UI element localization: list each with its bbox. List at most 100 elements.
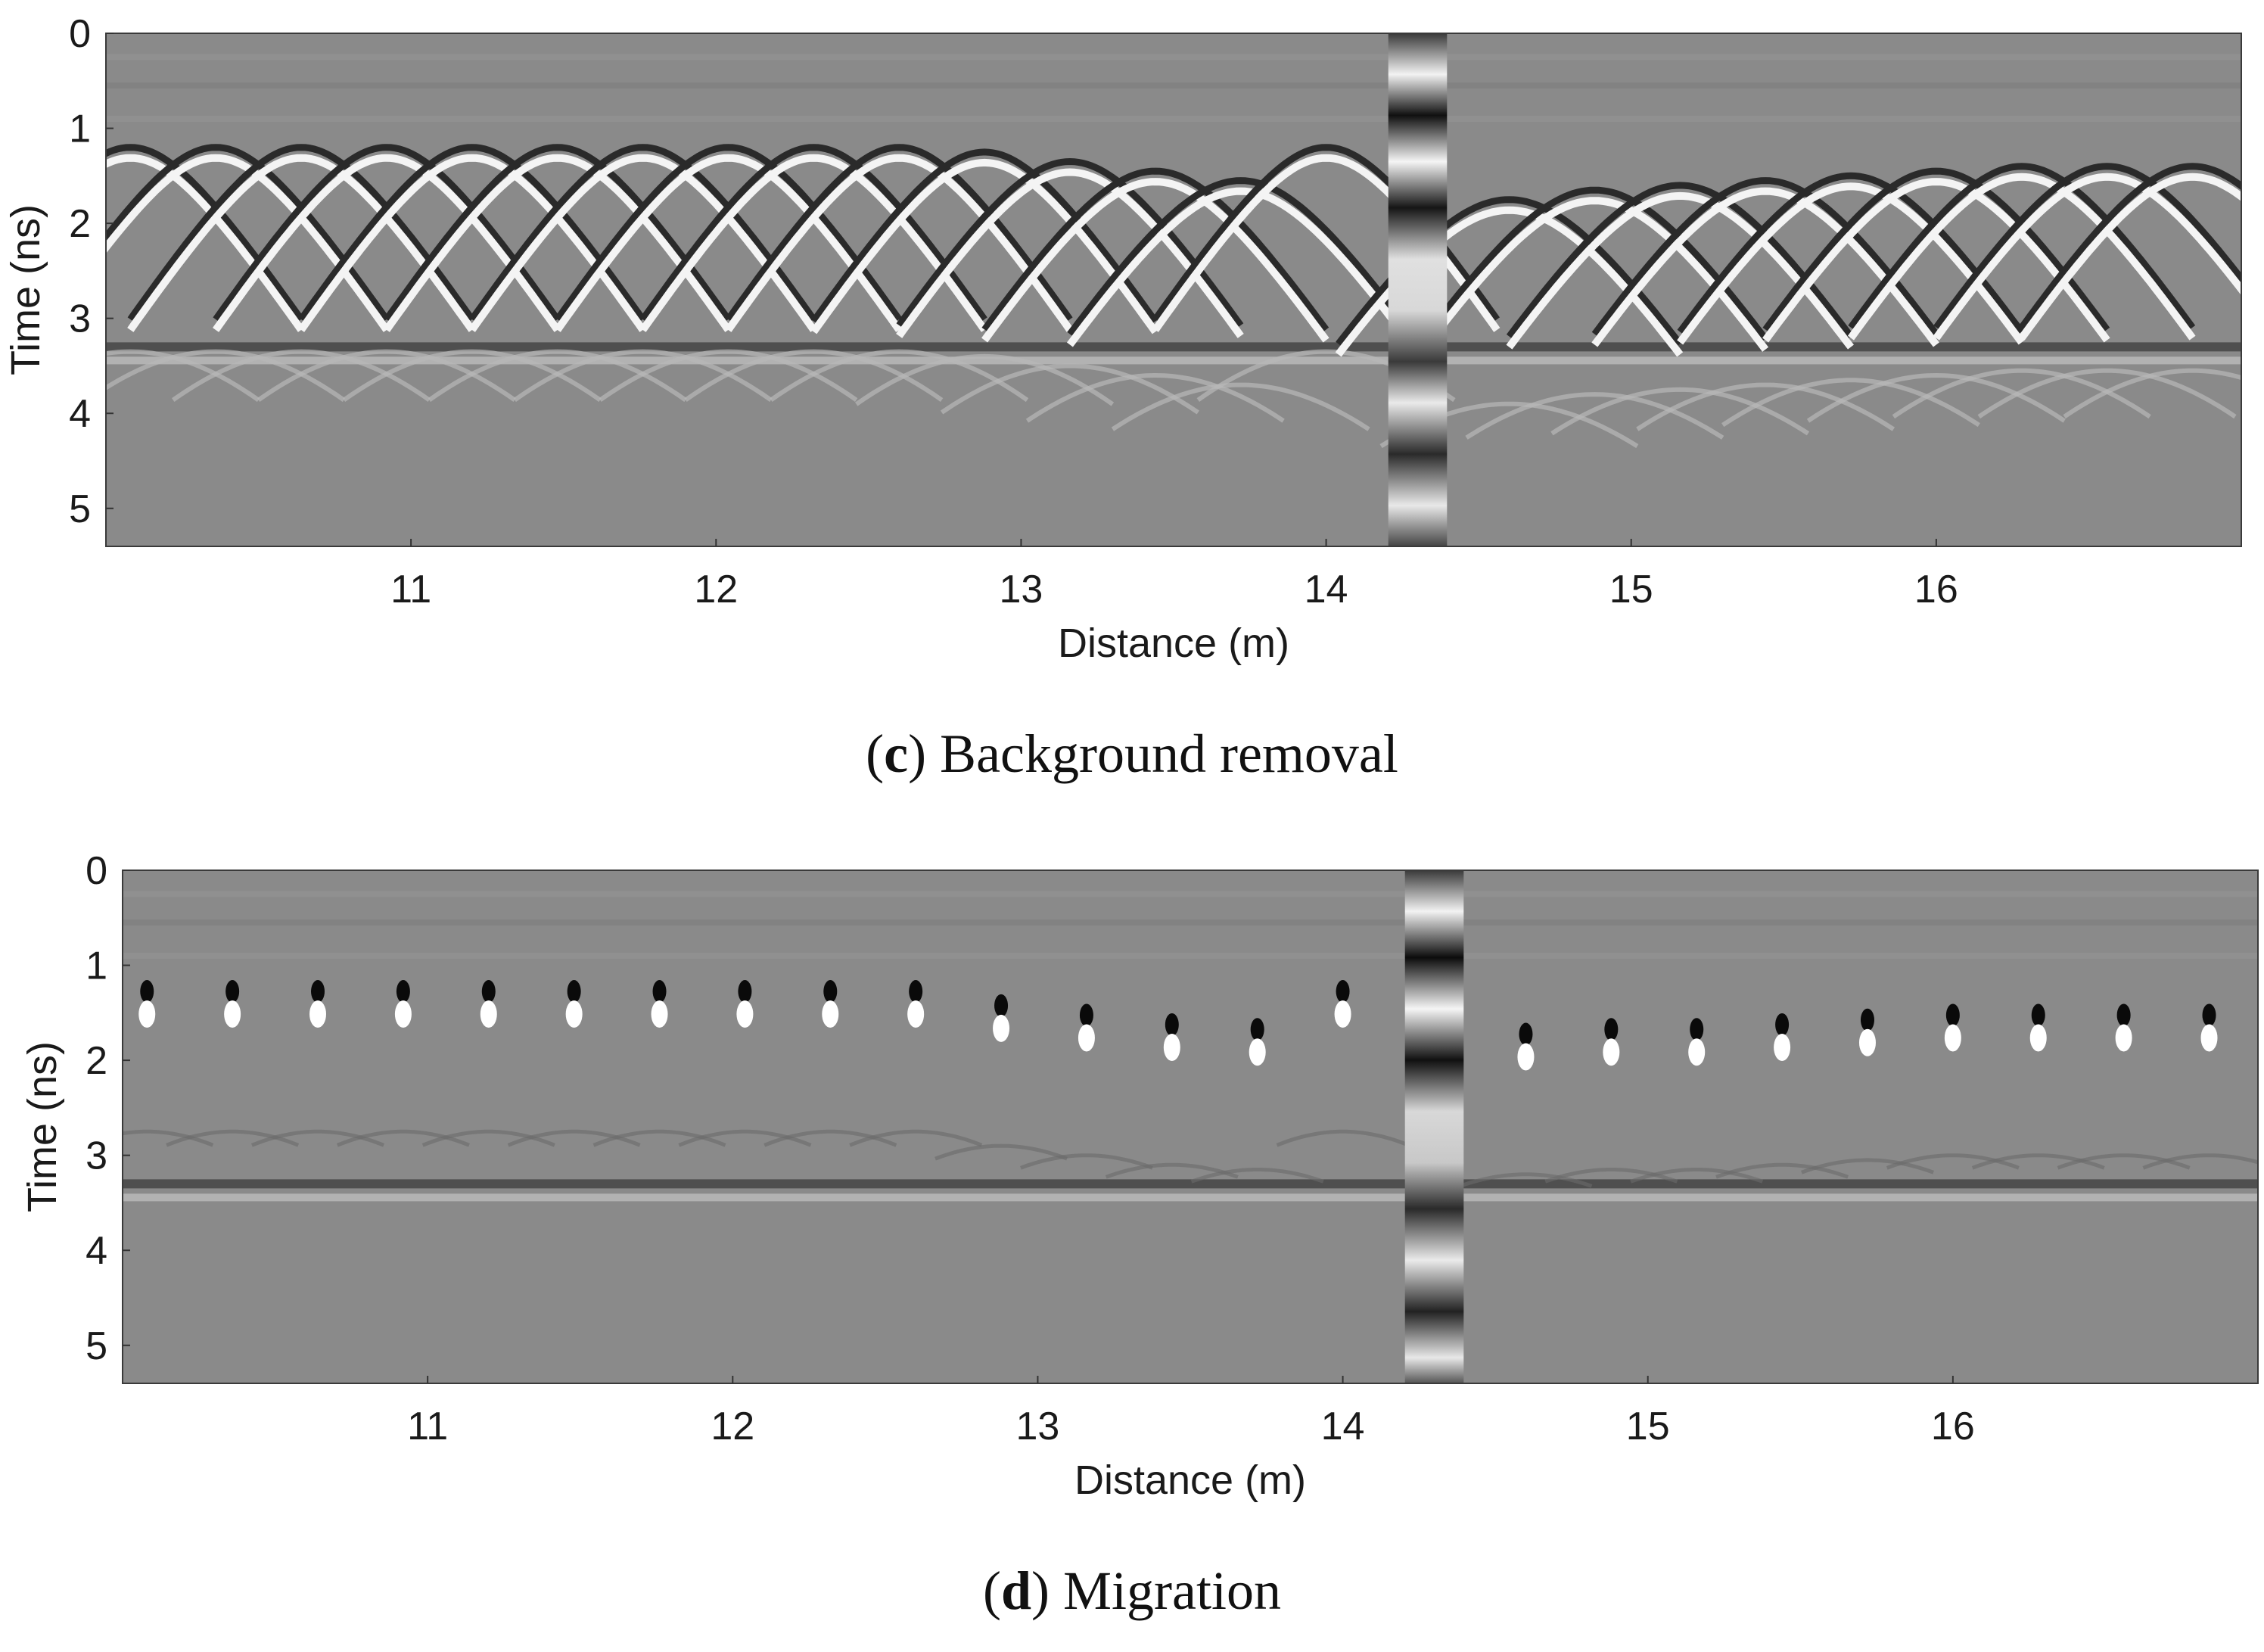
residual-arc	[849, 1129, 983, 1147]
point-target-bright	[138, 1000, 156, 1028]
point-target-dark	[311, 980, 325, 1003]
point-target-dark	[909, 980, 923, 1003]
point-target-bright	[1603, 1038, 1620, 1066]
point-target-bright	[1944, 1024, 1961, 1052]
residual-arc	[1801, 1158, 1934, 1174]
hyperbola-dark	[298, 144, 646, 322]
multiple-arc	[1111, 382, 1370, 431]
hyperbola-dark	[384, 144, 732, 322]
residual-arc	[1630, 1168, 1764, 1184]
y-tick-label: 2	[69, 202, 91, 246]
y-tick-label: 5	[86, 1324, 107, 1368]
hyperbola-bright	[554, 154, 903, 332]
point-target-dark	[1945, 1003, 1960, 1027]
point-target-bright	[309, 1000, 327, 1028]
point-target-dark	[481, 980, 496, 1003]
multiple-arc	[1550, 387, 1810, 436]
residual-arc	[1715, 1162, 1849, 1179]
residual-arc	[1105, 1162, 1239, 1179]
point-target-dark	[2031, 1003, 2045, 1027]
point-target-dark	[1775, 1013, 1790, 1036]
residual-arc	[1190, 1168, 1324, 1184]
point-target-bright	[1774, 1034, 1791, 1061]
point-target-bright	[394, 1000, 412, 1028]
multiple-arc	[1465, 392, 1724, 440]
point-target-dark	[1604, 1018, 1619, 1041]
point-target-bright	[1688, 1038, 1706, 1066]
multiple-arc	[1636, 382, 1895, 431]
x-tick-label: 12	[694, 568, 738, 611]
vertical-anomaly	[1388, 33, 1448, 546]
hyperbola-dark	[1067, 177, 1415, 337]
point-target-bright	[1249, 1038, 1266, 1066]
hyperbola-dark	[1506, 182, 1854, 339]
point-target-dark	[1165, 1013, 1179, 1036]
hyperbola-bright	[106, 154, 305, 332]
y-axis-label: Time (ns)	[3, 204, 48, 375]
point-target-bright	[2115, 1024, 2132, 1052]
multiple-arc	[684, 349, 944, 403]
point-target-dark	[2202, 1003, 2216, 1027]
multiple-arc	[1025, 372, 1285, 423]
x-tick-label: 13	[1016, 1405, 1060, 1448]
hyperbola-dark	[127, 144, 475, 322]
multiple-arc	[1721, 378, 1980, 428]
x-tick-label: 11	[390, 568, 431, 611]
point-target-dark	[1519, 1022, 1533, 1046]
point-target-bright	[1858, 1028, 1876, 1056]
hyperbola-dark	[896, 157, 1244, 328]
point-target-bright	[1334, 1000, 1351, 1028]
x-tick-label: 13	[1000, 568, 1043, 611]
point-target-dark	[140, 980, 154, 1003]
hyperbola-dark	[810, 148, 1158, 324]
y-axis-label: Time (ns)	[20, 1041, 65, 1212]
x-tick-label: 14	[1321, 1405, 1365, 1448]
multiple-arc	[1806, 372, 2066, 423]
point-target-dark	[396, 980, 410, 1003]
hyperbola-dark	[981, 167, 1329, 332]
point-target-bright	[736, 1000, 754, 1028]
hyperbola-bright	[1066, 187, 1415, 347]
point-target-bright	[480, 1000, 497, 1028]
point-target-dark	[652, 980, 667, 1003]
residual-arc	[935, 1143, 1068, 1161]
y-tick-label: 4	[69, 392, 91, 436]
plot-background	[123, 870, 2258, 1383]
hyperbola-bright	[1506, 191, 1854, 350]
hyperbola-bright	[127, 154, 475, 332]
multiple-arc	[770, 349, 1029, 403]
plot-area	[106, 33, 2241, 546]
residual-arc	[1276, 1129, 1410, 1147]
hyperbola-bright	[1847, 173, 2196, 341]
panel-caption: (c) Background removal	[866, 723, 1398, 784]
hyperbola-bright	[1933, 173, 2241, 341]
point-target-dark	[567, 980, 581, 1003]
y-tick-label: 1	[86, 944, 107, 988]
y-tick-label: 4	[86, 1229, 107, 1273]
hyperbola-dark	[639, 144, 987, 322]
hyperbola-bright	[1420, 197, 1769, 352]
x-axis-label: Distance (m)	[1074, 1458, 1306, 1503]
hyperbola-bright	[468, 154, 817, 332]
y-tick-label: 1	[69, 107, 91, 151]
x-axis-label: Distance (m)	[1058, 621, 1289, 666]
hyperbola-dark	[1933, 163, 2241, 330]
point-target-bright	[565, 1000, 583, 1028]
hyperbola-bright	[896, 168, 1244, 338]
y-tick-label: 3	[86, 1134, 107, 1178]
point-target-dark	[738, 980, 752, 1003]
point-target-dark	[994, 994, 1009, 1017]
hyperbola-bright	[1677, 182, 2025, 345]
x-tick-label: 16	[1931, 1405, 1975, 1448]
hyperbola-dark	[106, 144, 390, 322]
hyperbola-dark	[469, 144, 816, 322]
point-target-bright	[2200, 1024, 2218, 1052]
residual-arc	[1020, 1153, 1153, 1170]
hyperbola-bright	[1762, 178, 2110, 343]
plot-frame	[122, 870, 2259, 1384]
hyperbola-dark	[1591, 177, 1939, 337]
y-tick-label: 0	[69, 12, 91, 56]
point-target-bright	[1078, 1024, 1095, 1052]
panel-caption: (d) Migration	[983, 1560, 1281, 1621]
x-tick-label: 15	[1626, 1405, 1670, 1448]
